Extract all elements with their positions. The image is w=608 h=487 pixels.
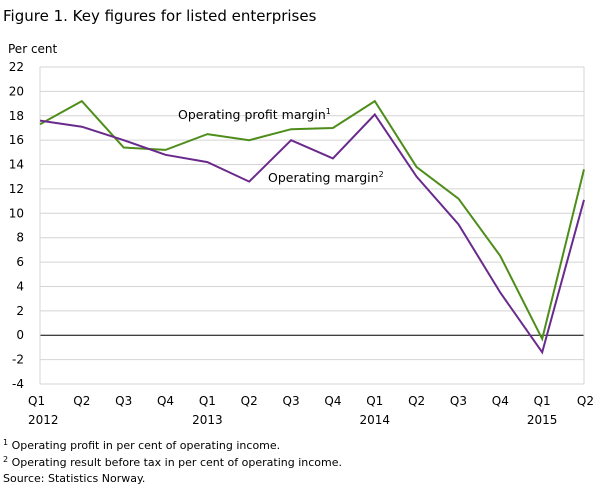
x-tick-label: Q1 [534,394,551,408]
y-tick-label: 6 [16,255,24,269]
y-tick-label: -4 [12,377,24,391]
year-label: 2012 [28,413,59,427]
series-label-operating-profit-margin: Operating profit margin1 [178,107,331,122]
footnote-ref: 1 [3,438,8,447]
y-tick-label: 8 [16,231,24,245]
gridlines [39,66,585,385]
year-label: 2015 [527,413,558,427]
series-lines [39,99,585,355]
footnote-text: Operating result before tax in per cent … [8,456,342,469]
footnote-ref: 2 [3,455,8,464]
chart-title: Figure 1. Key figures for listed enterpr… [3,7,317,25]
y-tick-labels: -4 -2 0 2 4 6 8 10 12 14 16 18 20 22 [9,60,24,391]
y-tick-label: 22 [9,60,24,74]
y-axis-label: Per cent [8,42,58,56]
y-tick-label: 2 [16,304,24,318]
x-tick-label: Q1 [199,394,216,408]
x-tick-label: Q4 [492,394,509,408]
x-tick-label: Q2 [577,394,594,408]
x-tick-label: Q2 [408,394,425,408]
series-label-operating-margin: Operating margin2 [268,170,384,185]
year-labels: 2012 2013 2014 2015 [28,413,557,427]
x-tick-label: Q3 [450,394,467,408]
footnote-text: Operating profit in per cent of operatin… [8,439,280,452]
x-tick-label: Q2 [241,394,258,408]
series-label-text: Operating profit margin [178,107,326,122]
series-label-text: Operating margin [268,170,379,185]
x-tick-label: Q3 [115,394,132,408]
y-tick-label: 14 [9,158,24,172]
footnote-2: 2 Operating result before tax in per cen… [3,455,342,469]
y-tick-label: 20 [9,84,24,98]
series-line-operating-profit-margin [39,99,585,342]
footnote-1: 1 Operating profit in per cent of operat… [3,438,280,452]
year-label: 2014 [359,413,390,427]
source-note: Source: Statistics Norway. [3,472,145,485]
x-tick-labels: Q1 Q2 Q3 Q4 Q1 Q2 Q3 Q4 Q1 Q2 Q3 Q4 Q1 Q2 [28,394,594,408]
series-label-footnote-ref: 2 [379,170,384,179]
x-tick-label: Q4 [324,394,341,408]
y-tick-label: 0 [16,328,24,342]
y-tick-label: 10 [9,206,24,220]
year-label: 2013 [192,413,223,427]
x-tick-label: Q4 [157,394,174,408]
y-tick-label: -2 [12,353,24,367]
y-tick-label: 4 [16,279,24,293]
x-tick-label: Q1 [366,394,383,408]
x-tick-label: Q1 [28,394,45,408]
y-tick-label: 12 [9,182,24,196]
series-label-footnote-ref: 1 [326,107,331,116]
y-tick-label: 18 [9,109,24,123]
x-tick-label: Q2 [73,394,90,408]
y-tick-label: 16 [9,133,24,147]
x-tick-label: Q3 [283,394,300,408]
series-line-operating-margin [39,112,585,355]
